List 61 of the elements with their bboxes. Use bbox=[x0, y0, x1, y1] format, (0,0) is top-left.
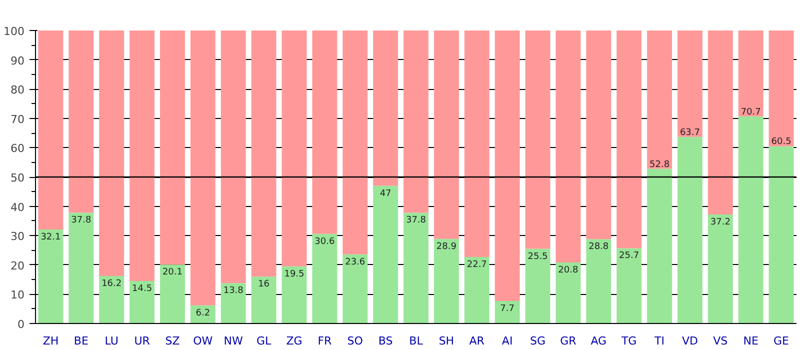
data-label: 13.8 bbox=[223, 286, 244, 296]
y-tick-label: 80 bbox=[10, 84, 25, 97]
x-tick-label: ZG bbox=[286, 334, 302, 348]
data-label: 19.5 bbox=[284, 269, 304, 280]
y-tick-label: 60 bbox=[10, 142, 25, 156]
x-tick-label: FR bbox=[318, 334, 332, 348]
x-tick-label: NE bbox=[743, 334, 758, 348]
y-tick-label: 10 bbox=[10, 288, 25, 302]
data-label: 25.7 bbox=[619, 251, 640, 262]
x-tick-label: BL bbox=[409, 334, 424, 348]
data-label: 28.9 bbox=[436, 242, 457, 252]
data-label: 7.7 bbox=[500, 304, 514, 314]
data-label: 70.7 bbox=[740, 107, 761, 118]
data-label: 32.1 bbox=[40, 232, 61, 242]
y-tick-label: 40 bbox=[10, 200, 25, 214]
x-tick-label: AI bbox=[502, 334, 513, 348]
data-label: 25.5 bbox=[528, 252, 548, 262]
data-label: 37.8 bbox=[406, 216, 426, 226]
x-tick-label: GE bbox=[774, 334, 790, 348]
data-label: 37.2 bbox=[710, 218, 730, 228]
data-label: 52.8 bbox=[650, 160, 670, 170]
data-label: 14.5 bbox=[132, 284, 152, 294]
x-tick-label: UR bbox=[134, 334, 150, 348]
y-tick-label: 70 bbox=[10, 112, 25, 126]
data-label: 23.6 bbox=[345, 257, 366, 268]
x-tick-label: SH bbox=[438, 334, 454, 348]
data-label: 16.2 bbox=[102, 279, 122, 290]
data-label: 63.7 bbox=[680, 128, 700, 138]
y-tick-label: 20 bbox=[10, 259, 25, 272]
x-tick-label: TI bbox=[654, 334, 665, 348]
x-tick-label: OW bbox=[193, 334, 213, 348]
y-tick-label: 0 bbox=[18, 318, 24, 331]
x-tick-label: SZ bbox=[165, 334, 180, 348]
x-tick-label: GL bbox=[256, 334, 272, 348]
x-tick-label: SG bbox=[530, 334, 546, 348]
data-label: 30.6 bbox=[314, 236, 335, 247]
data-label: 22.7 bbox=[466, 260, 487, 270]
data-label: 37.8 bbox=[71, 216, 92, 226]
y-tick-label: 30 bbox=[10, 230, 25, 244]
x-tick-label: VD bbox=[682, 334, 698, 348]
x-tick-label: BE bbox=[74, 334, 88, 348]
x-tick-label: BS bbox=[378, 334, 393, 348]
data-label: 47 bbox=[380, 188, 392, 199]
x-tick-label: NW bbox=[224, 334, 244, 348]
x-tick-label: SO bbox=[347, 334, 364, 348]
x-tick-label: AR bbox=[469, 334, 485, 348]
y-tick-label: 100 bbox=[4, 25, 25, 38]
data-label: 20.8 bbox=[558, 266, 578, 276]
x-tick-label: LU bbox=[104, 334, 118, 348]
data-label: 28.8 bbox=[588, 242, 609, 252]
x-tick-label: TG bbox=[620, 334, 637, 348]
data-label: 60.5 bbox=[771, 137, 792, 148]
x-tick-label: GR bbox=[560, 334, 577, 348]
x-tick-label: VS bbox=[713, 334, 728, 348]
y-tick-label: 90 bbox=[10, 54, 25, 68]
data-label: 16 bbox=[258, 280, 270, 290]
data-label: 6.2 bbox=[196, 308, 210, 318]
y-tick-label: 50 bbox=[10, 172, 25, 184]
x-tick-label: ZH bbox=[42, 334, 59, 348]
data-label: 20.1 bbox=[162, 268, 183, 278]
x-tick-label: AG bbox=[590, 334, 607, 348]
